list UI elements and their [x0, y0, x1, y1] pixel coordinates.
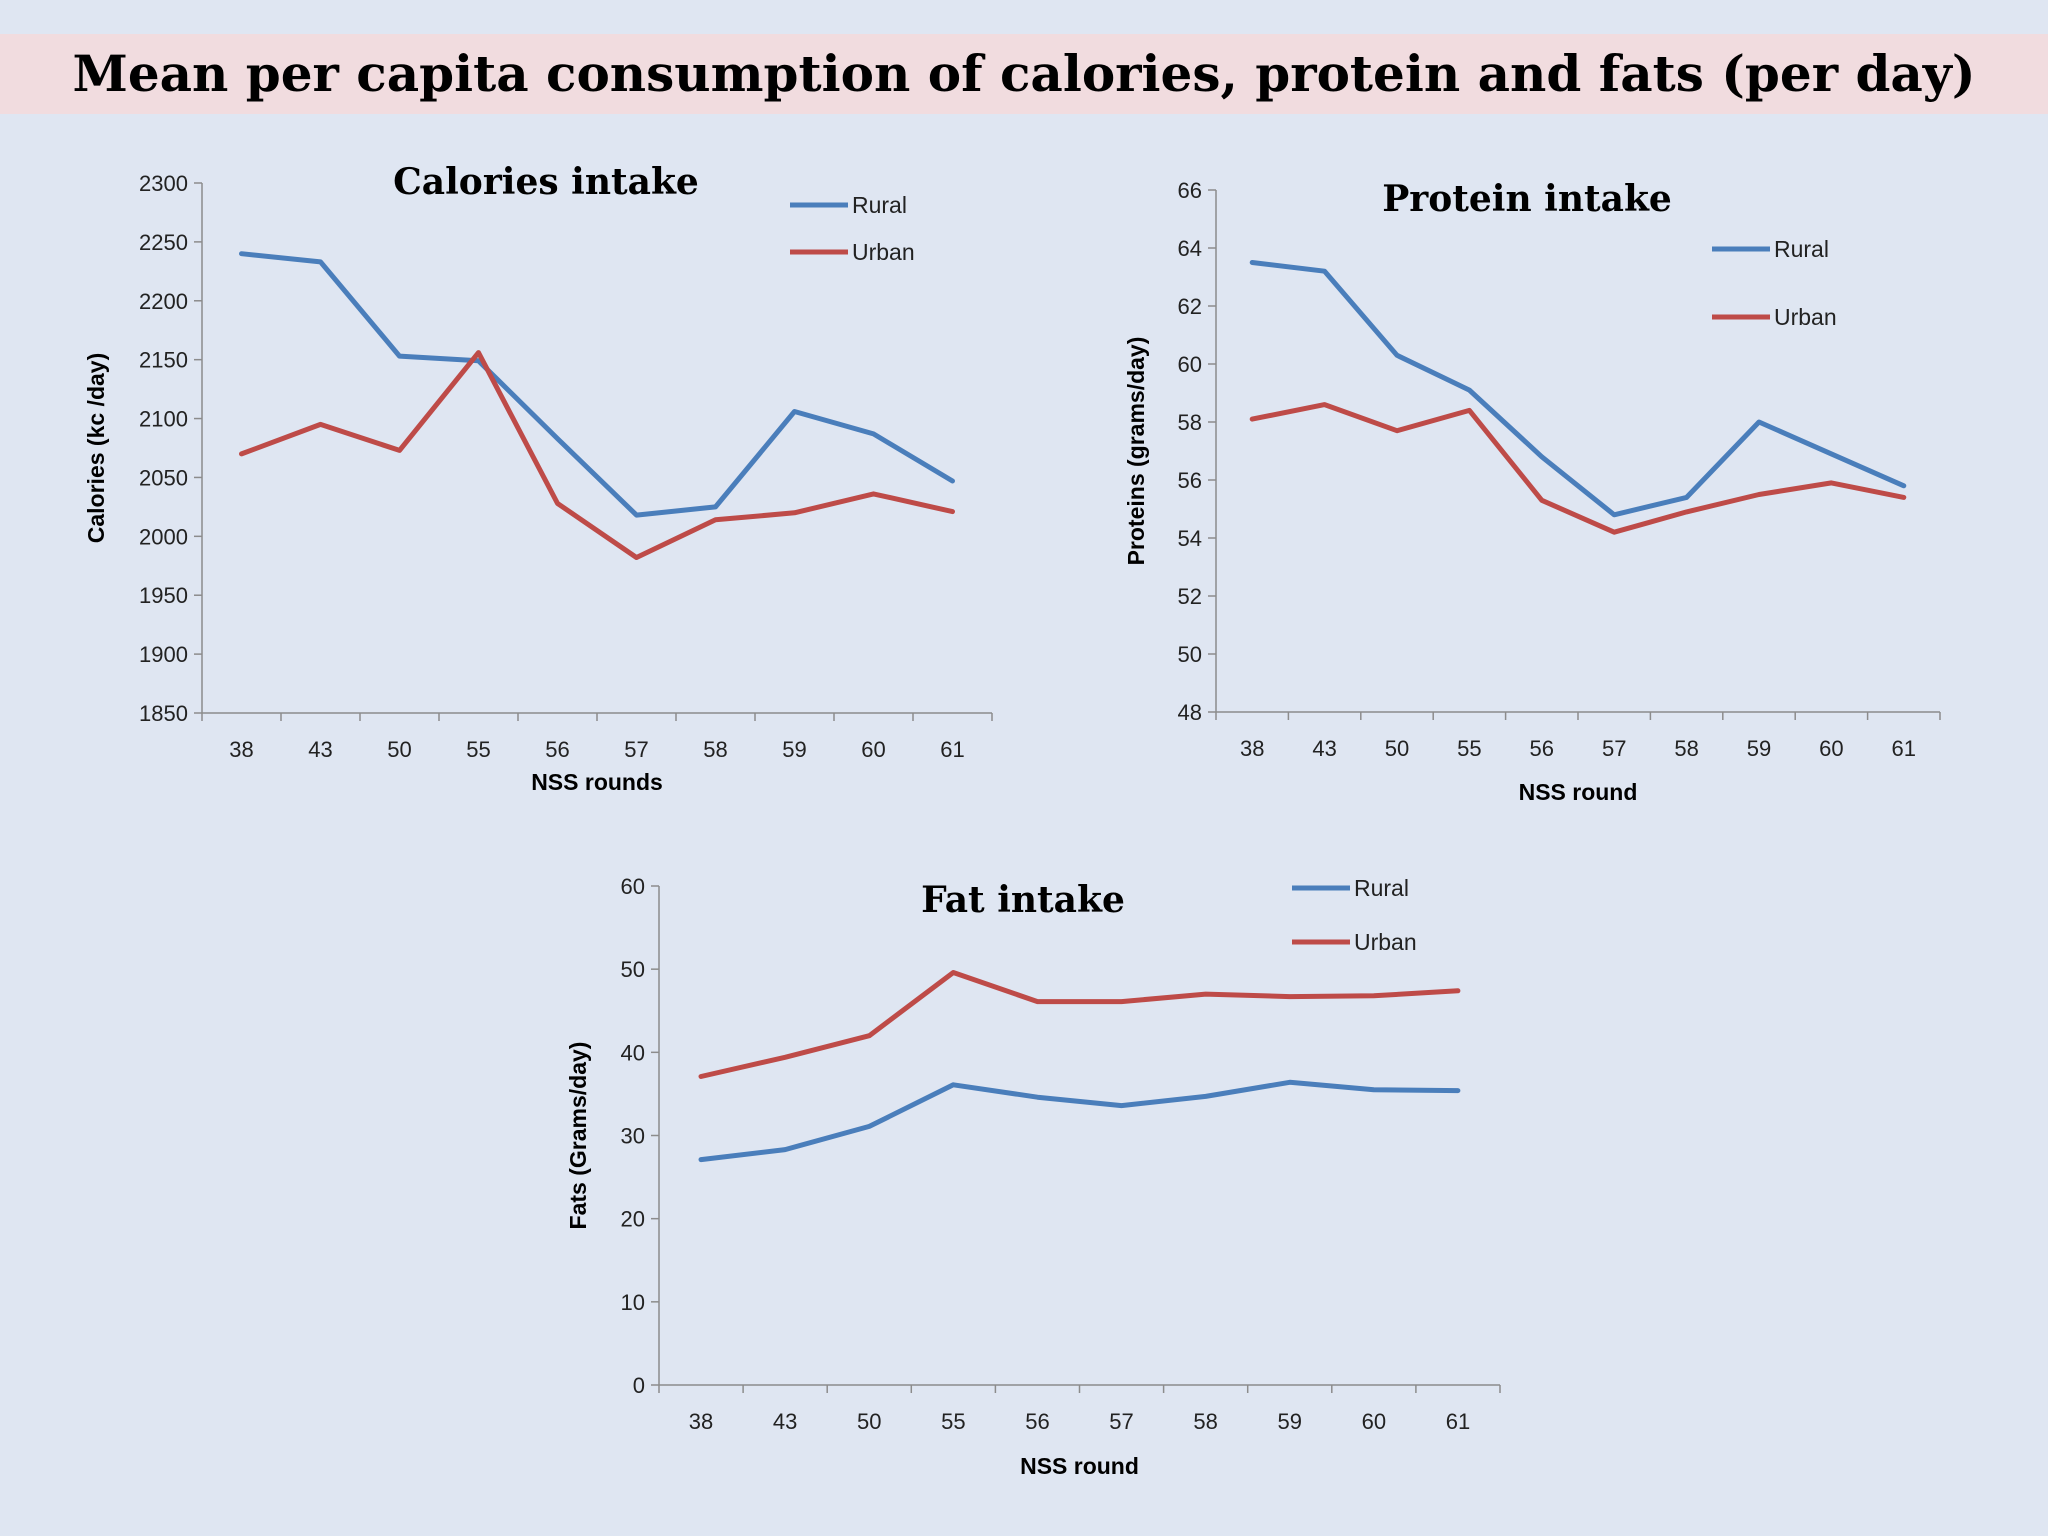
protein-y-tick-label: 60: [1178, 352, 1202, 377]
fat-legend-label-urban: Urban: [1354, 929, 1417, 955]
calories-x-tick-label: 59: [782, 737, 806, 762]
calories-y-tick-label: 2200: [139, 289, 188, 314]
protein-legend-label-rural: Rural: [1774, 236, 1829, 262]
calories-x-axis-title: NSS rounds: [531, 769, 663, 795]
fat-x-tick-label: 58: [1193, 1409, 1217, 1434]
protein-y-axis-title: Proteins (grams/day): [1123, 337, 1149, 566]
fat-legend-label-rural: Rural: [1354, 875, 1409, 901]
fat-x-tick-label: 56: [1025, 1409, 1049, 1434]
protein-x-tick-label: 50: [1385, 736, 1409, 761]
calories-legend-label-urban: Urban: [852, 239, 915, 265]
calories-x-tick-label: 56: [545, 737, 569, 762]
protein-y-tick-label: 48: [1178, 700, 1202, 725]
fat-y-axis-title: Fats (Grams/day): [565, 1042, 591, 1230]
calories-x-tick-label: 60: [861, 737, 885, 762]
calories-y-tick-label: 2100: [139, 407, 188, 432]
protein-y-tick-label: 50: [1178, 642, 1202, 667]
calories-x-tick-label: 43: [308, 737, 332, 762]
calories-x-tick-label: 38: [229, 737, 253, 762]
calories-chart-title: Calories intake: [393, 161, 699, 203]
fat-y-tick-label: 50: [621, 957, 645, 982]
page-title: Mean per capita consumption of calories,…: [72, 44, 1976, 103]
protein-y-tick-label: 54: [1178, 526, 1202, 551]
fat-x-tick-label: 50: [857, 1409, 881, 1434]
protein-x-tick-label: 61: [1892, 736, 1916, 761]
protein-chart-title: Protein intake: [1382, 178, 1672, 220]
fat-y-tick-label: 0: [633, 1373, 645, 1398]
fat-y-tick-label: 20: [621, 1207, 645, 1232]
protein-series-rural-line: [1249, 260, 1907, 518]
calories-y-tick-label: 1900: [139, 642, 188, 667]
fat-chart-title: Fat intake: [921, 879, 1125, 921]
calories-y-tick-label: 2300: [139, 171, 188, 196]
calories-y-axis-title: Calories (kc /day): [83, 353, 109, 543]
calories-x-tick-label: 55: [466, 737, 490, 762]
protein-x-tick-label: 38: [1240, 736, 1264, 761]
calories-y-tick-label: 2050: [139, 465, 188, 490]
calories-x-tick-label: 58: [703, 737, 727, 762]
calories-series-urban-line: [239, 350, 955, 560]
protein-x-tick-label: 60: [1819, 736, 1843, 761]
protein-x-tick-label: 55: [1457, 736, 1481, 761]
protein-y-tick-label: 62: [1178, 294, 1202, 319]
protein-x-tick-label: 59: [1747, 736, 1771, 761]
protein-y-tick-label: 64: [1178, 236, 1202, 261]
calories-legend-label-rural: Rural: [852, 192, 907, 218]
protein-x-tick-label: 56: [1530, 736, 1554, 761]
fat-x-tick-label: 43: [773, 1409, 797, 1434]
protein-x-tick-label: 57: [1602, 736, 1626, 761]
protein-y-tick-label: 66: [1178, 178, 1202, 203]
fat-x-axis-title: NSS round: [1020, 1453, 1139, 1479]
protein-series-urban-line: [1249, 402, 1907, 535]
calories-series-rural-line: [239, 251, 955, 518]
fat-y-tick-label: 60: [621, 874, 645, 899]
protein-y-tick-label: 56: [1178, 468, 1202, 493]
calories-x-tick-label: 61: [940, 737, 964, 762]
calories-y-tick-label: 2000: [139, 524, 188, 549]
protein-x-tick-label: 43: [1312, 736, 1336, 761]
fat-series-rural-line: [698, 1079, 1461, 1163]
fat-y-tick-label: 10: [621, 1290, 645, 1315]
fat-x-tick-label: 57: [1109, 1409, 1133, 1434]
calories-y-tick-label: 1850: [139, 701, 188, 726]
fat-x-tick-label: 59: [1278, 1409, 1302, 1434]
title-banner: Mean per capita consumption of calories,…: [0, 34, 2048, 114]
fat-y-tick-label: 40: [621, 1040, 645, 1065]
protein-y-tick-label: 52: [1178, 584, 1202, 609]
fat-x-tick-label: 61: [1446, 1409, 1470, 1434]
protein-x-axis-title: NSS round: [1519, 779, 1638, 805]
calories-y-tick-label: 2150: [139, 348, 188, 373]
fat-x-tick-label: 38: [689, 1409, 713, 1434]
fat-x-tick-label: 55: [941, 1409, 965, 1434]
calories-y-tick-label: 2250: [139, 230, 188, 255]
calories-x-tick-label: 57: [624, 737, 648, 762]
fat-x-tick-label: 60: [1362, 1409, 1386, 1434]
protein-y-tick-label: 58: [1178, 410, 1202, 435]
fat-series-urban-line: [698, 970, 1461, 1079]
fat-y-tick-label: 30: [621, 1124, 645, 1149]
protein-x-tick-label: 58: [1674, 736, 1698, 761]
calories-y-tick-label: 1950: [139, 583, 188, 608]
calories-x-tick-label: 50: [387, 737, 411, 762]
protein-legend-label-urban: Urban: [1774, 304, 1837, 330]
